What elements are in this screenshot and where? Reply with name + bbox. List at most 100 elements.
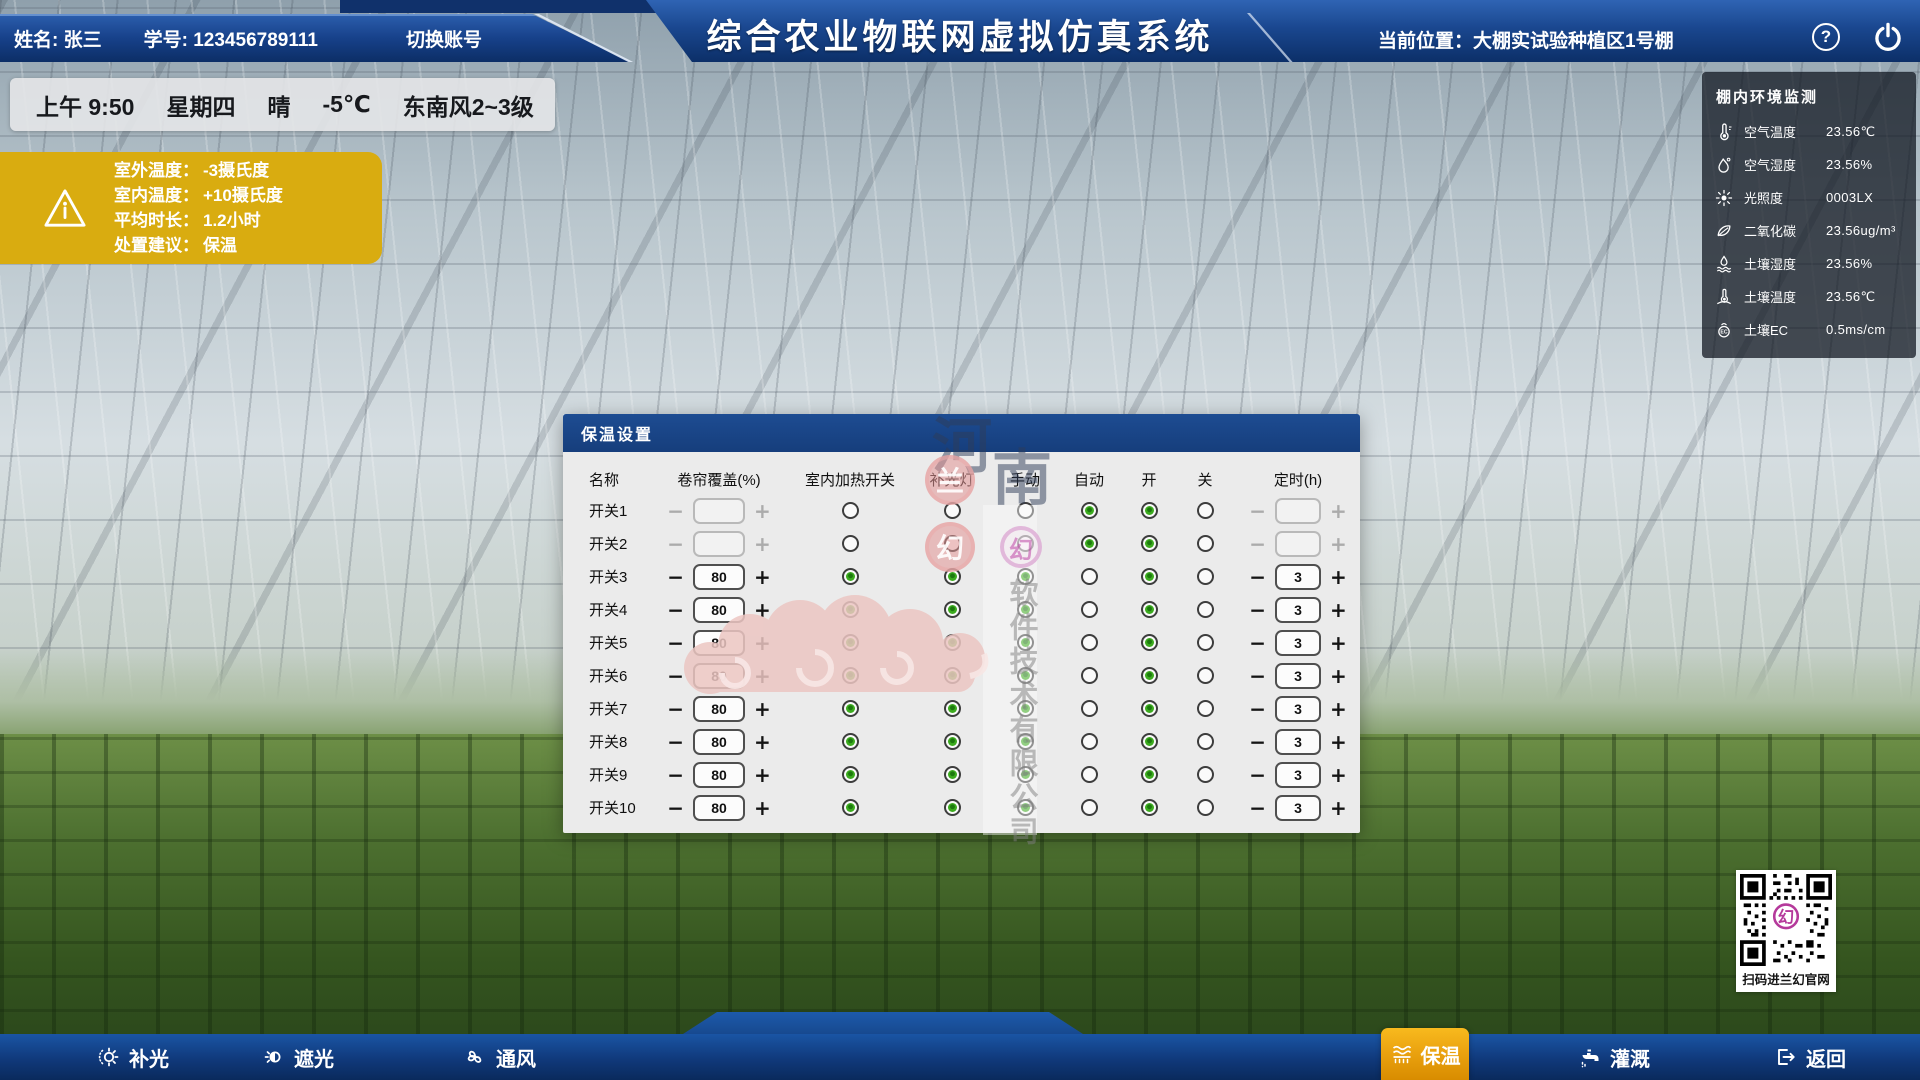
switch-off-radio[interactable]: [1196, 733, 1214, 750]
auto-mode-radio[interactable]: [1080, 601, 1098, 618]
indoor-heating-radio[interactable]: [841, 700, 859, 717]
timer-plus-button[interactable]: +: [1330, 663, 1347, 688]
curtain-plus-button[interactable]: +: [754, 531, 771, 556]
timer-plus-button[interactable]: +: [1330, 597, 1347, 622]
timer-plus-button[interactable]: +: [1330, 531, 1347, 556]
curtain-minus-button[interactable]: −: [667, 795, 684, 820]
curtain-minus-button[interactable]: −: [667, 564, 684, 589]
curtain-value-input[interactable]: 80: [693, 563, 745, 590]
auto-mode-radio[interactable]: [1080, 667, 1098, 684]
curtain-minus-button[interactable]: −: [667, 762, 684, 787]
switch-off-radio[interactable]: [1196, 766, 1214, 783]
timer-value-input[interactable]: 3: [1275, 563, 1321, 590]
timer-minus-button[interactable]: −: [1249, 564, 1266, 589]
curtain-value-input[interactable]: 80: [693, 596, 745, 623]
manual-mode-radio[interactable]: [1016, 733, 1034, 750]
timer-minus-button[interactable]: −: [1249, 729, 1266, 754]
auto-mode-radio[interactable]: [1080, 634, 1098, 651]
curtain-minus-button[interactable]: −: [667, 729, 684, 754]
timer-minus-button[interactable]: −: [1249, 663, 1266, 688]
indoor-heating-radio[interactable]: [841, 634, 859, 651]
timer-minus-button[interactable]: −: [1249, 597, 1266, 622]
curtain-value-input[interactable]: [693, 530, 745, 557]
switch-on-radio[interactable]: [1140, 799, 1158, 816]
switch-off-radio[interactable]: [1196, 700, 1214, 717]
switch-off-radio[interactable]: [1196, 568, 1214, 585]
timer-value-input[interactable]: 3: [1275, 695, 1321, 722]
timer-value-input[interactable]: 3: [1275, 761, 1321, 788]
indoor-heating-radio[interactable]: [841, 601, 859, 618]
curtain-minus-button[interactable]: −: [667, 630, 684, 655]
switch-account-button[interactable]: 切换账号: [405, 29, 482, 51]
manual-mode-radio[interactable]: [1016, 700, 1034, 717]
timer-minus-button[interactable]: −: [1249, 498, 1266, 523]
curtain-minus-button[interactable]: −: [667, 597, 684, 622]
auto-mode-radio[interactable]: [1080, 568, 1098, 585]
menu-item-fill-light[interactable]: 补光: [96, 1034, 169, 1080]
curtain-plus-button[interactable]: +: [754, 564, 771, 589]
curtain-plus-button[interactable]: +: [754, 762, 771, 787]
switch-on-radio[interactable]: [1140, 568, 1158, 585]
switch-off-radio[interactable]: [1196, 799, 1214, 816]
curtain-value-input[interactable]: 80: [693, 728, 745, 755]
switch-on-radio[interactable]: [1140, 667, 1158, 684]
indoor-heating-radio[interactable]: [841, 568, 859, 585]
curtain-value-input[interactable]: 80: [693, 662, 745, 689]
switch-on-radio[interactable]: [1140, 700, 1158, 717]
curtain-plus-button[interactable]: +: [754, 696, 771, 721]
timer-value-input[interactable]: [1275, 530, 1321, 557]
curtain-value-input[interactable]: 80: [693, 695, 745, 722]
switch-off-radio[interactable]: [1196, 502, 1214, 519]
curtain-value-input[interactable]: 80: [693, 794, 745, 821]
manual-mode-radio[interactable]: [1016, 799, 1034, 816]
timer-minus-button[interactable]: −: [1249, 630, 1266, 655]
timer-plus-button[interactable]: +: [1330, 762, 1347, 787]
curtain-value-input[interactable]: 80: [693, 761, 745, 788]
auto-mode-radio[interactable]: [1080, 535, 1098, 552]
auto-mode-radio[interactable]: [1080, 799, 1098, 816]
manual-mode-radio[interactable]: [1016, 634, 1034, 651]
switch-off-radio[interactable]: [1196, 601, 1214, 618]
fill-light-radio[interactable]: [943, 766, 961, 783]
indoor-heating-radio[interactable]: [841, 766, 859, 783]
curtain-plus-button[interactable]: +: [754, 597, 771, 622]
menu-item-insulation-active[interactable]: 保温: [1381, 1028, 1469, 1080]
curtain-plus-button[interactable]: +: [754, 663, 771, 688]
timer-value-input[interactable]: 3: [1275, 794, 1321, 821]
fill-light-radio[interactable]: [943, 502, 961, 519]
auto-mode-radio[interactable]: [1080, 766, 1098, 783]
timer-plus-button[interactable]: +: [1330, 498, 1347, 523]
switch-on-radio[interactable]: [1140, 766, 1158, 783]
timer-plus-button[interactable]: +: [1330, 696, 1347, 721]
curtain-minus-button[interactable]: −: [667, 663, 684, 688]
switch-on-radio[interactable]: [1140, 535, 1158, 552]
fill-light-radio[interactable]: [943, 733, 961, 750]
fill-light-radio[interactable]: [943, 667, 961, 684]
timer-minus-button[interactable]: −: [1249, 762, 1266, 787]
curtain-minus-button[interactable]: −: [667, 696, 684, 721]
auto-mode-radio[interactable]: [1080, 700, 1098, 717]
switch-off-radio[interactable]: [1196, 535, 1214, 552]
indoor-heating-radio[interactable]: [841, 535, 859, 552]
fill-light-radio[interactable]: [943, 535, 961, 552]
help-icon[interactable]: ?: [1812, 23, 1840, 51]
curtain-plus-button[interactable]: +: [754, 729, 771, 754]
manual-mode-radio[interactable]: [1016, 766, 1034, 783]
switch-on-radio[interactable]: [1140, 733, 1158, 750]
manual-mode-radio[interactable]: [1016, 535, 1034, 552]
fill-light-radio[interactable]: [943, 700, 961, 717]
timer-plus-button[interactable]: +: [1330, 729, 1347, 754]
menu-item-back[interactable]: 返回: [1773, 1034, 1846, 1080]
timer-value-input[interactable]: 3: [1275, 629, 1321, 656]
timer-value-input[interactable]: 3: [1275, 728, 1321, 755]
curtain-plus-button[interactable]: +: [754, 498, 771, 523]
menu-item-irrigation[interactable]: 灌溉: [1577, 1034, 1650, 1080]
indoor-heating-radio[interactable]: [841, 799, 859, 816]
indoor-heating-radio[interactable]: [841, 733, 859, 750]
switch-on-radio[interactable]: [1140, 601, 1158, 618]
timer-value-input[interactable]: [1275, 497, 1321, 524]
auto-mode-radio[interactable]: [1080, 733, 1098, 750]
curtain-plus-button[interactable]: +: [754, 630, 771, 655]
power-icon[interactable]: [1872, 21, 1904, 53]
menu-item-shade[interactable]: 遮光: [261, 1034, 334, 1080]
